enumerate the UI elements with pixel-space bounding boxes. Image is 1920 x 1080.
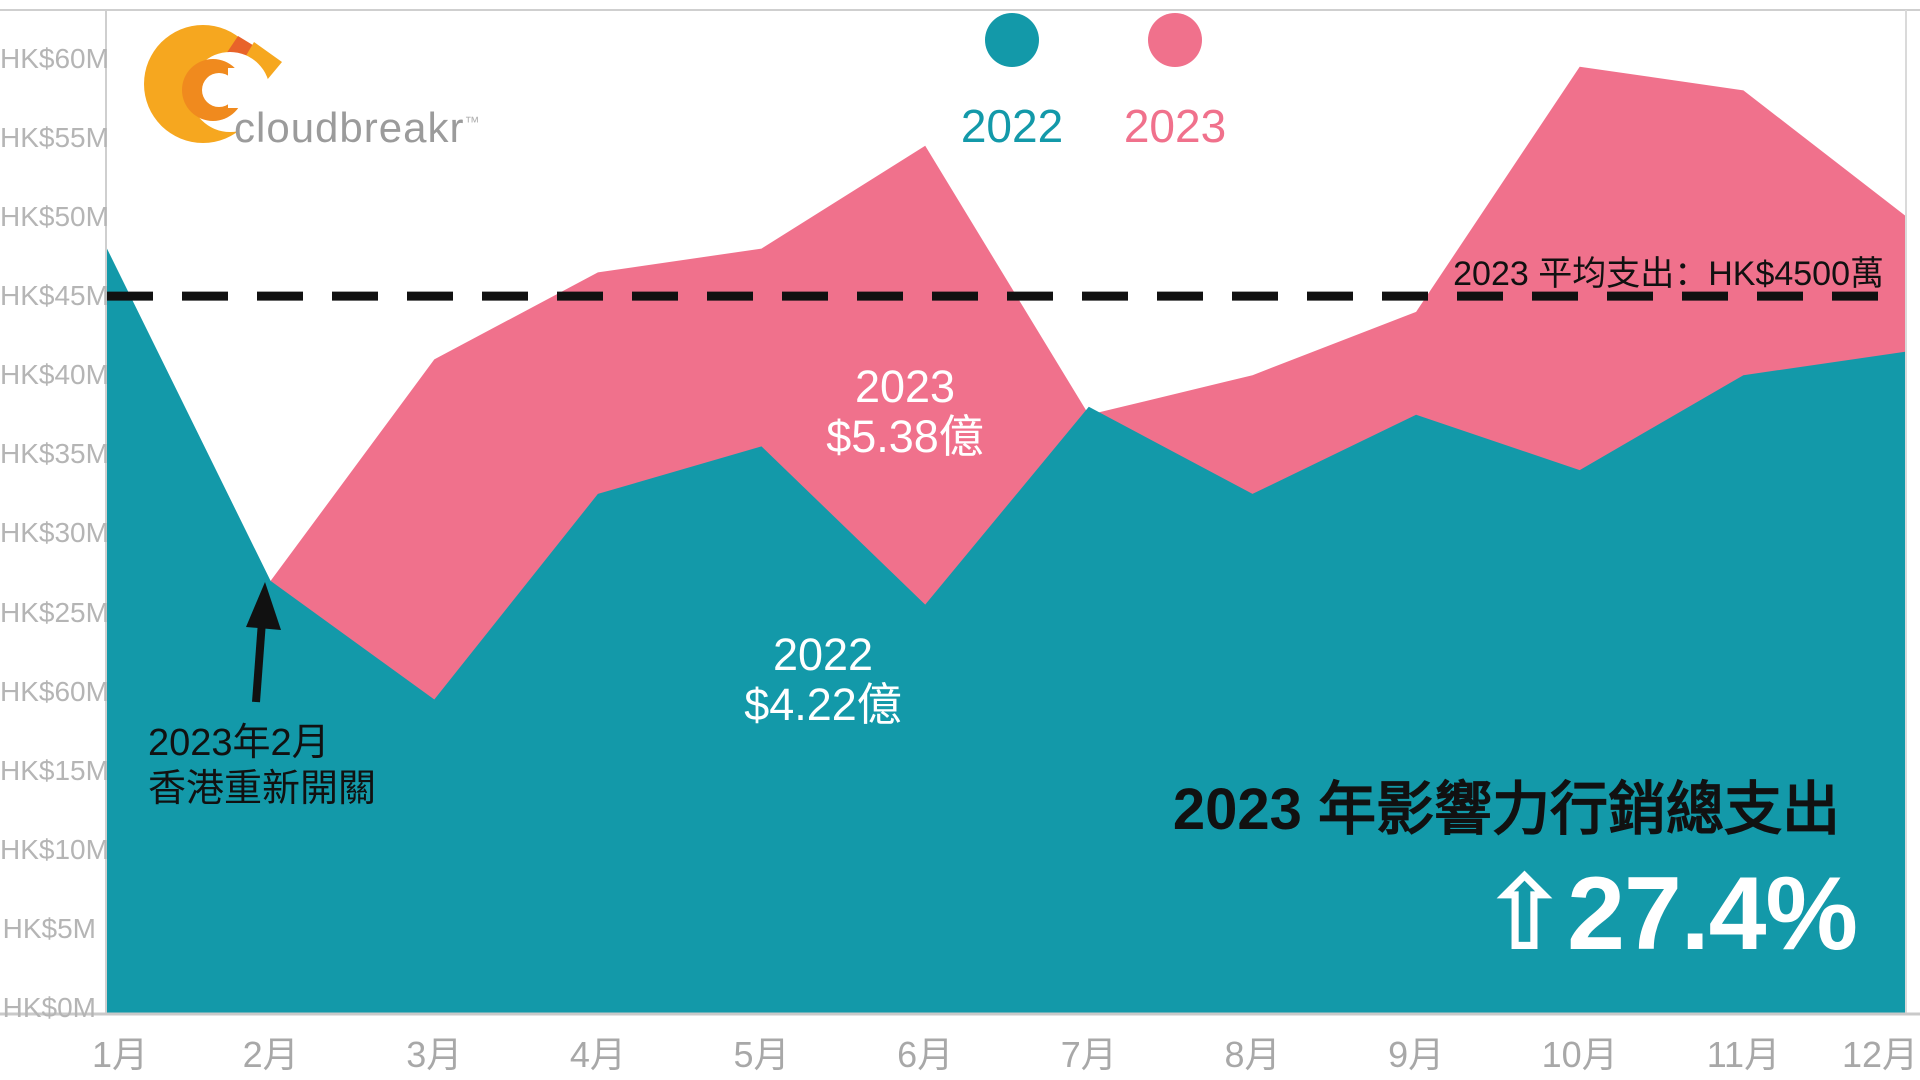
series-total-2023-year: 2023 <box>854 361 956 412</box>
y-axis-tick-label: HK$45M <box>0 280 109 312</box>
legend-dot-2023 <box>1148 13 1202 67</box>
cloudbreakr-logo-icon <box>144 25 282 143</box>
series-total-2022-amount: $4.22億 <box>744 679 902 730</box>
summary-change: ⇧27.4% <box>1480 852 1858 974</box>
trademark-symbol: ™ <box>464 114 481 131</box>
legend-dot-2022 <box>985 13 1039 67</box>
x-axis-tick-label: 5月 <box>733 1034 790 1075</box>
legend-item-2022: 2022 <box>932 13 1092 153</box>
annotation-arrow-head <box>246 582 281 630</box>
y-axis-tick-label: HK$30M <box>0 517 109 549</box>
series-total-2022: 2022 $4.22億 <box>744 630 902 730</box>
y-axis-tick-label: HK$25M <box>0 596 109 628</box>
y-axis-tick-label: HK$60M <box>0 42 109 74</box>
x-axis-tick-label: 9月 <box>1388 1034 1445 1075</box>
x-axis-tick-label: 12月 <box>1841 1034 1919 1075</box>
x-axis-tick-label: 8月 <box>1224 1034 1281 1075</box>
y-axis-tick-label: HK$40M <box>0 359 109 391</box>
x-axis-tick-label: 2月 <box>242 1034 299 1075</box>
legend-label-2022: 2022 <box>960 100 1064 152</box>
y-axis-tick-label: HK$15M <box>0 754 109 786</box>
x-axis-tick-label: 4月 <box>569 1034 626 1075</box>
logo-wordmark: cloudbreakr™ <box>234 104 481 151</box>
series-total-2022-year: 2022 <box>772 629 874 680</box>
series-total-2023-amount: $5.38億 <box>826 411 984 462</box>
y-axis-tick-label: HK$0M <box>2 992 96 1023</box>
y-axis-tick-label: HK$60M <box>0 675 109 707</box>
y-axis-tick-label: HK$50M <box>0 201 109 232</box>
y-axis-tick-label: HK$5M <box>2 912 96 944</box>
series-total-2023: 2023 $5.38億 <box>826 362 984 462</box>
x-axis-tick-label: 3月 <box>406 1034 463 1075</box>
annotation-text: 2023年2月 香港重新開關 <box>148 720 376 812</box>
x-axis-tick-label: 11月 <box>1706 1034 1781 1075</box>
legend-label-2023: 2023 <box>1123 100 1227 152</box>
annotation-line1: 2023年2月 <box>148 722 330 764</box>
reference-line-label: 2023 平均支出：HK$4500萬 <box>1453 255 1884 293</box>
y-axis-tick-label: HK$55M <box>0 121 109 153</box>
summary-title: 2023 年影響力行銷總支出 <box>1172 777 1840 842</box>
y-axis-tick-label: HK$10M <box>0 833 109 865</box>
summary-change-value: 27.4% <box>1567 856 1858 972</box>
up-arrow-icon: ⇧ <box>1480 856 1568 972</box>
annotation-line2: 香港重新開關 <box>148 768 377 810</box>
x-axis-tick-label: 6月 <box>897 1034 954 1075</box>
series-2022-area <box>107 248 1907 1015</box>
x-axis-tick-label: 10月 <box>1541 1034 1618 1075</box>
x-axis-tick-label: 7月 <box>1060 1034 1117 1075</box>
x-axis-tick-label: 1月 <box>91 1034 149 1075</box>
legend-item-2023: 2023 <box>1095 13 1255 153</box>
y-axis-tick-label: HK$35M <box>0 438 109 470</box>
